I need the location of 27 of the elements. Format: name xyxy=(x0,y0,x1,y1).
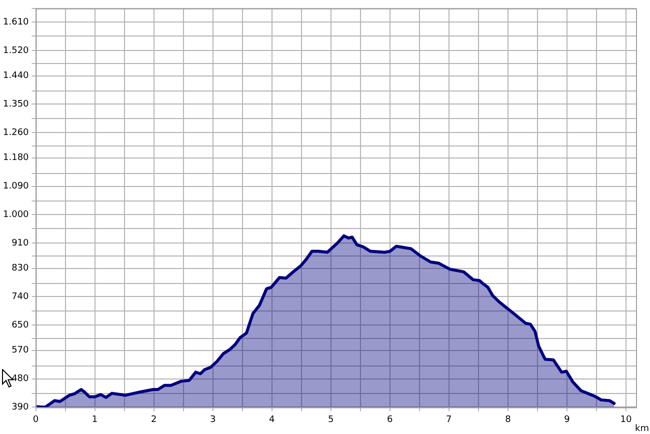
y-tick-label: 1.520 xyxy=(3,46,30,56)
x-tick-label: 10 xyxy=(620,414,632,425)
y-tick-label: 1.000 xyxy=(3,210,30,220)
x-tick-label: 0 xyxy=(32,414,39,425)
y-tick-label: 480 xyxy=(12,374,30,384)
y-tick-label: 390 xyxy=(12,402,30,413)
x-tick-label: 9 xyxy=(564,414,570,425)
x-tick-label: 5 xyxy=(328,414,334,425)
x-tick-label: 7 xyxy=(446,414,452,425)
y-tick-label: 1.090 xyxy=(3,182,30,192)
y-tick-label: 570 xyxy=(12,346,30,356)
y-tick-label: 1.180 xyxy=(3,153,30,164)
y-tick-label: 910 xyxy=(12,238,30,248)
y-tick-label: 1.350 xyxy=(3,100,30,110)
x-tick-label: 1 xyxy=(92,414,98,425)
x-tick-label: 3 xyxy=(210,414,216,425)
x-tick-label: 6 xyxy=(387,414,394,425)
y-tick-label: 1.260 xyxy=(3,128,30,138)
y-tick-label: 650 xyxy=(12,320,30,330)
y-tick-label: 1.610 xyxy=(3,18,30,28)
x-tick-label: 4 xyxy=(268,414,275,425)
x-tick-label: 8 xyxy=(505,414,512,425)
y-tick-label: 1.440 xyxy=(3,71,30,82)
y-tick-label: 830 xyxy=(12,264,30,274)
y-tick-label: 740 xyxy=(12,292,30,302)
x-tick-label: 2 xyxy=(150,414,157,425)
x-axis-title: km xyxy=(635,424,649,434)
